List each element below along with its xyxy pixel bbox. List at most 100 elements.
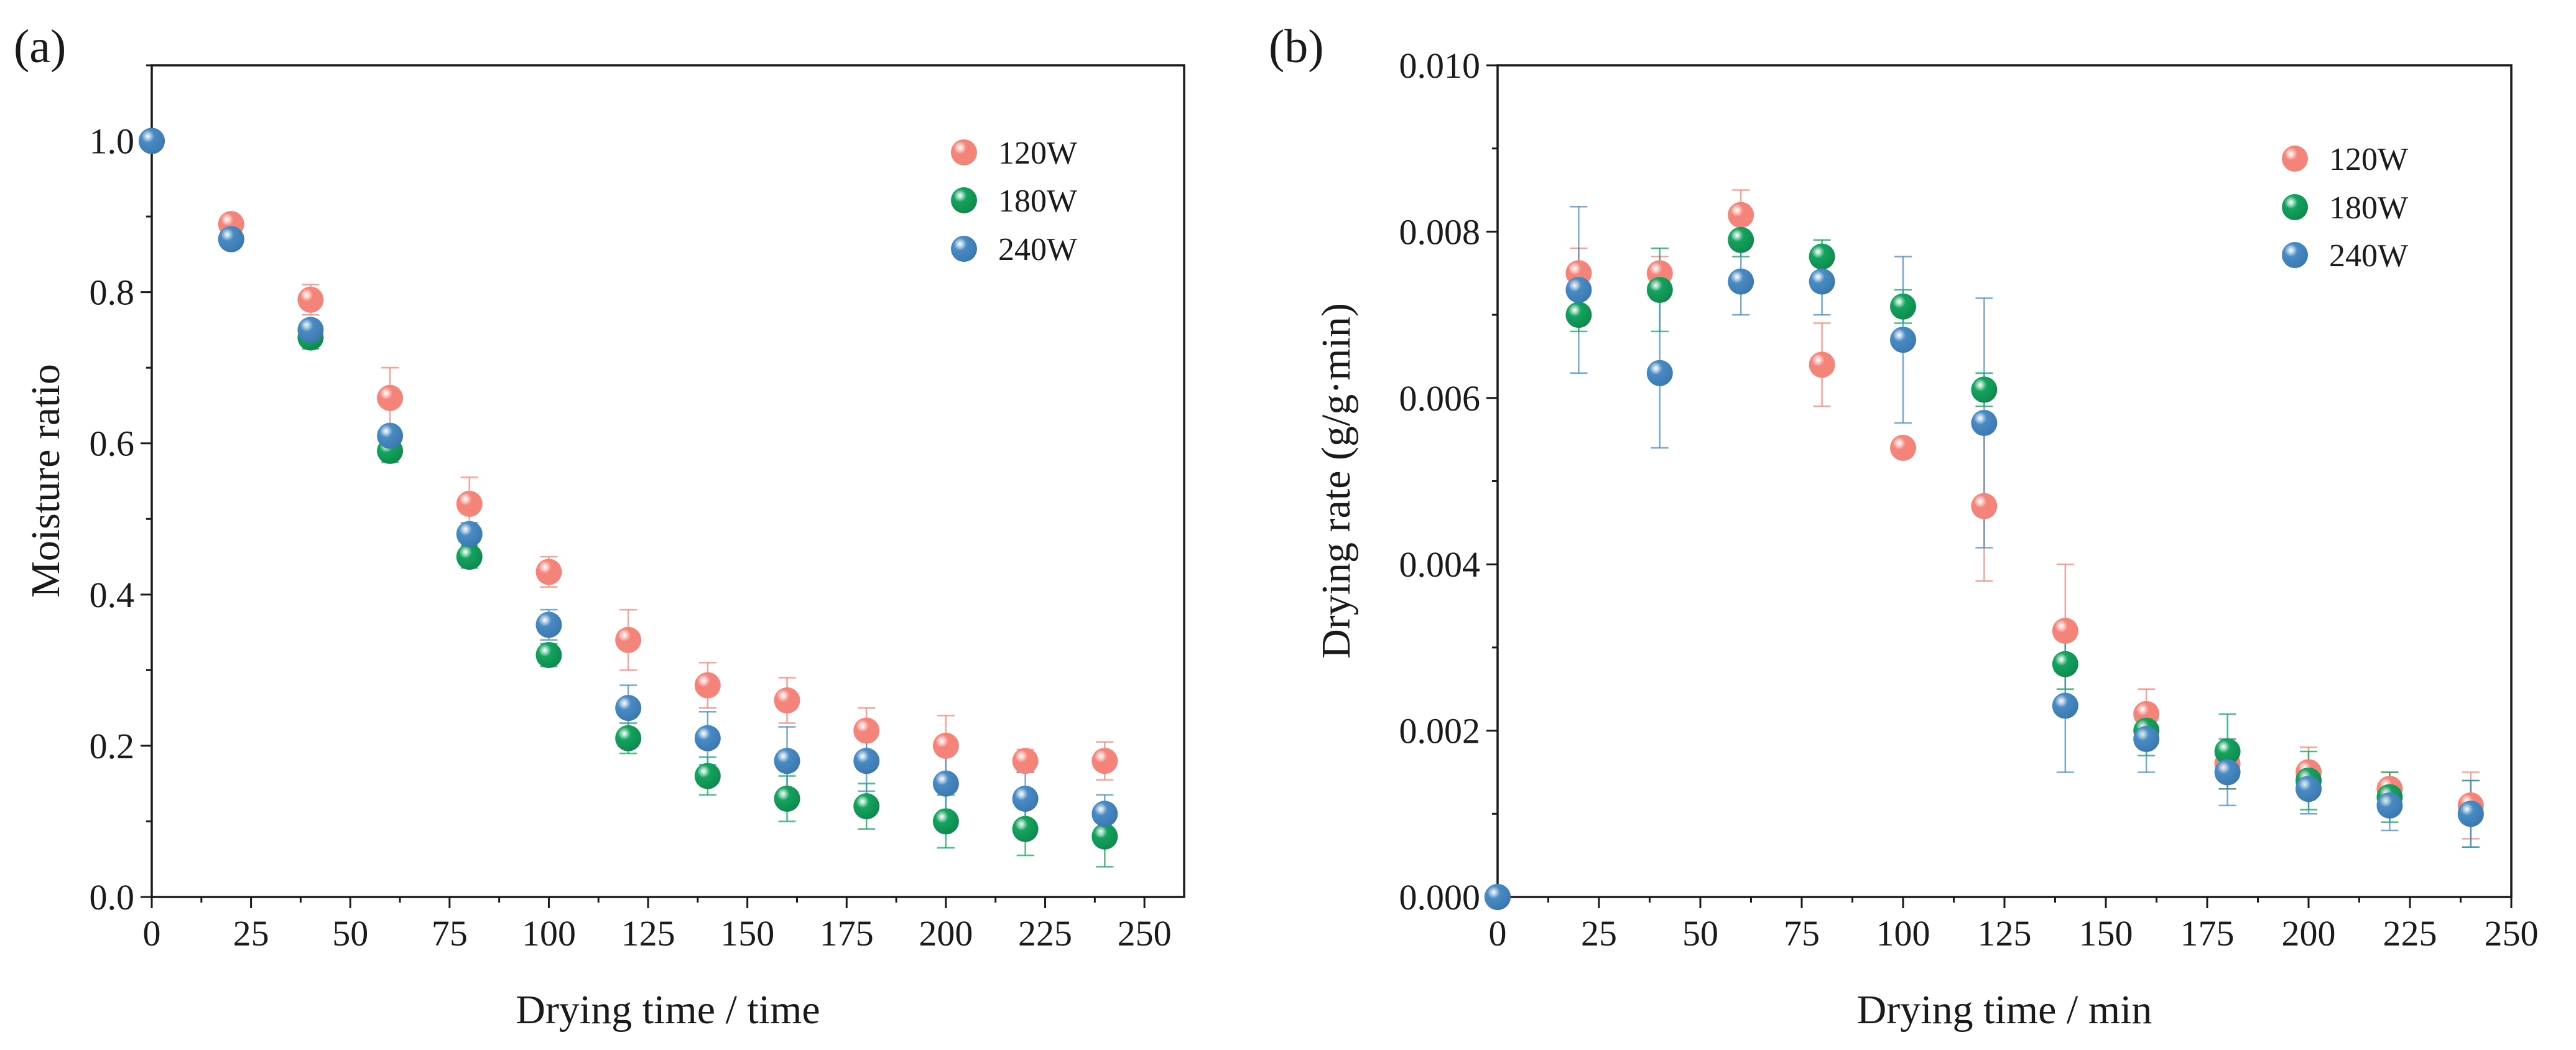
- data-point-a-240w-6: [615, 695, 642, 722]
- x-tick-label-b-9: 225: [2383, 913, 2437, 954]
- y-axis-title-b: Drying rate (g/g·min): [1313, 303, 1359, 659]
- legend-marker-b-180w: [2282, 194, 2308, 220]
- data-point-b-180w-3: [1728, 226, 1754, 253]
- y-tick-label-a-3: 0.6: [90, 424, 135, 464]
- data-point-a-240w-1: [218, 226, 244, 253]
- data-point-b-180w-4: [1809, 243, 1835, 270]
- data-point-b-240w-5: [1890, 327, 1916, 353]
- data-point-a-180w-5: [535, 642, 562, 669]
- legend-marker-a-180w: [951, 187, 977, 213]
- x-tick-label-b-0: 0: [1489, 913, 1507, 954]
- data-point-a-240w-5: [535, 611, 562, 638]
- series-layer-b: [1485, 189, 2484, 910]
- y-tick-label-a-0: 0.0: [90, 877, 135, 918]
- legend-marker-b-120w: [2282, 146, 2308, 172]
- chart-panel-b: (b) 0 25 50 75 100 125 150 175 200 225 250 0.000 0.0…: [1269, 21, 2539, 1033]
- data-point-a-180w-11: [1012, 815, 1039, 842]
- data-point-a-240w-12: [1091, 801, 1118, 827]
- legend-marker-a-240w: [951, 236, 977, 262]
- y-tick-label-b-0: 0.000: [1399, 877, 1481, 918]
- data-point-a-120w-7: [694, 672, 721, 699]
- legend-label-b-240w: 240W: [2329, 238, 2408, 274]
- axes-ticks-a: 0 25 50 75 100 125 150 175 200 225 250 0.0 0.2 0.4 0.6…: [90, 64, 1172, 954]
- data-point-b-240w-1: [1565, 276, 1592, 303]
- data-point-b-240w-10: [2296, 776, 2322, 802]
- legend-b: 120W 180W 240W: [2282, 142, 2408, 274]
- data-point-a-120w-10: [932, 732, 959, 759]
- data-point-b-120w-7: [2052, 618, 2078, 644]
- y-tick-label-b-2: 0.004: [1399, 544, 1481, 585]
- data-point-a-180w-4: [456, 544, 483, 570]
- data-point-a-240w-11: [1012, 785, 1039, 812]
- chart-panel-a: (a) 0 25 50 75 100 125 150 175 200 225 250 0.0 0.2 0.…: [14, 21, 1185, 1033]
- x-tick-label-a-1: 25: [233, 913, 269, 954]
- data-point-b-180w-1: [1565, 302, 1592, 328]
- data-point-a-120w-12: [1091, 748, 1118, 774]
- data-point-b-240w-2: [1646, 360, 1673, 386]
- x-tick-label-a-2: 50: [332, 913, 368, 954]
- data-point-b-120w-4: [1809, 351, 1835, 378]
- x-tick-label-a-0: 0: [143, 913, 161, 954]
- x-tick-label-a-8: 200: [919, 913, 973, 954]
- data-point-a-180w-8: [774, 785, 800, 812]
- data-point-a-240w-4: [456, 521, 483, 547]
- data-point-a-240w-0: [139, 128, 165, 154]
- y-tick-label-b-1: 0.002: [1399, 711, 1481, 751]
- x-tick-label-b-3: 75: [1784, 913, 1820, 954]
- legend-label-b-180w: 180W: [2329, 190, 2408, 226]
- data-point-b-180w-9: [2214, 738, 2241, 765]
- data-point-a-120w-4: [456, 490, 483, 517]
- axes-ticks-b: 0 25 50 75 100 125 150 175 200 225 250 0.000 0.002 0.…: [1399, 45, 2539, 954]
- data-point-b-180w-2: [1646, 276, 1673, 303]
- data-point-b-240w-11: [2376, 792, 2403, 819]
- panel-label-a: (a): [14, 21, 66, 73]
- data-point-a-120w-3: [377, 384, 404, 411]
- x-tick-label-a-6: 150: [720, 913, 774, 954]
- legend-label-a-240w: 240W: [998, 232, 1077, 267]
- legend-marker-b-240w: [2282, 242, 2308, 268]
- panel-label-b: (b): [1269, 21, 1324, 73]
- data-point-b-240w-4: [1809, 268, 1835, 295]
- legend-label-b-120w: 120W: [2329, 142, 2408, 177]
- y-axis-title-a: Moisture ratio: [23, 364, 68, 598]
- x-tick-label-b-4: 100: [1876, 913, 1930, 954]
- data-point-a-120w-6: [615, 626, 642, 653]
- data-point-b-120w-3: [1728, 202, 1754, 228]
- y-tick-label-b-4: 0.008: [1399, 211, 1481, 252]
- data-point-b-180w-5: [1890, 293, 1916, 320]
- y-tick-label-a-1: 0.2: [90, 726, 135, 766]
- x-tick-label-b-1: 25: [1581, 913, 1617, 954]
- data-point-a-240w-10: [932, 770, 959, 797]
- x-tick-label-b-5: 125: [1978, 913, 2032, 954]
- data-point-a-180w-6: [615, 725, 642, 751]
- data-point-a-180w-7: [694, 763, 721, 789]
- data-point-b-120w-6: [1971, 493, 1998, 519]
- data-point-a-180w-10: [932, 808, 959, 835]
- data-point-b-180w-7: [2052, 651, 2078, 677]
- data-point-b-240w-7: [2052, 692, 2078, 719]
- legend-a: 120W 180W 240W: [951, 136, 1077, 267]
- x-tick-label-a-4: 100: [522, 913, 576, 954]
- x-axis-title-a: Drying time / time: [516, 987, 820, 1033]
- data-point-a-120w-8: [774, 687, 800, 713]
- x-tick-label-a-9: 225: [1018, 913, 1072, 954]
- data-point-a-240w-9: [853, 748, 880, 774]
- data-point-b-240w-8: [2133, 725, 2160, 752]
- data-point-a-240w-8: [774, 748, 800, 774]
- x-tick-label-a-3: 75: [432, 913, 468, 954]
- data-point-b-180w-6: [1971, 376, 1998, 403]
- data-point-a-240w-3: [377, 422, 404, 449]
- data-point-a-120w-9: [853, 717, 880, 744]
- x-tick-label-a-5: 125: [621, 913, 675, 954]
- y-tick-label-b-5: 0.010: [1399, 45, 1481, 86]
- x-tick-label-a-10: 250: [1118, 913, 1172, 954]
- x-tick-label-b-2: 50: [1682, 913, 1718, 954]
- x-tick-label-b-7: 175: [2180, 913, 2235, 954]
- data-point-a-120w-5: [535, 559, 562, 585]
- data-point-b-240w-0: [1485, 884, 1511, 910]
- data-point-a-120w-11: [1012, 748, 1039, 774]
- legend-marker-a-120w: [951, 139, 977, 165]
- y-tick-label-b-3: 0.006: [1399, 378, 1481, 419]
- y-tick-label-a-2: 0.4: [90, 575, 135, 615]
